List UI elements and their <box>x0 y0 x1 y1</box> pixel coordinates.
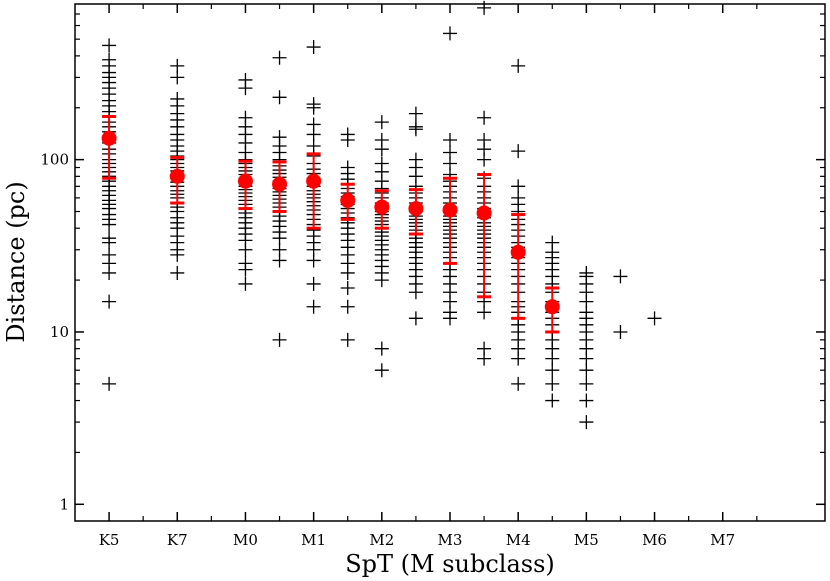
star-point <box>408 152 423 167</box>
star-point <box>170 58 185 73</box>
median-markers <box>101 114 560 334</box>
median-point <box>544 299 560 315</box>
star-point <box>545 393 560 408</box>
y-tick-label: 10 <box>50 323 69 341</box>
star-point <box>170 265 185 280</box>
star-point <box>477 341 492 356</box>
star-point <box>374 115 389 130</box>
x-tick-label: K7 <box>167 531 188 549</box>
star-point <box>102 38 117 53</box>
x-tick-label: M2 <box>369 531 394 549</box>
star-point <box>545 376 560 391</box>
x-tick-label: M0 <box>233 531 258 549</box>
star-point <box>579 393 594 408</box>
x-tick-label: K5 <box>99 531 120 549</box>
star-point <box>477 110 492 125</box>
star-point <box>102 52 117 67</box>
star-point <box>408 119 423 134</box>
star-point <box>613 324 628 339</box>
star-point <box>238 72 253 87</box>
star-point <box>545 235 560 250</box>
star-point <box>374 132 389 147</box>
star-point <box>579 265 594 280</box>
star-point <box>477 0 492 15</box>
star-point <box>374 156 389 171</box>
star-point <box>340 299 355 314</box>
star-point <box>238 276 253 291</box>
star-point <box>408 106 423 121</box>
star-point <box>272 50 287 65</box>
star-point <box>306 117 321 132</box>
median-point <box>510 244 526 260</box>
star-point <box>477 132 492 147</box>
x-tick-label: M1 <box>301 531 326 549</box>
star-point <box>102 294 117 309</box>
y-tick-label: 1 <box>59 495 69 513</box>
star-point <box>306 97 321 112</box>
star-point <box>579 376 594 391</box>
star-point <box>579 415 594 430</box>
median-point <box>340 192 356 208</box>
star-point <box>272 90 287 105</box>
star-point <box>511 179 526 194</box>
star-point <box>272 130 287 145</box>
star-point <box>443 132 457 147</box>
star-point <box>511 58 526 73</box>
star-point <box>272 332 287 347</box>
median-point <box>169 168 185 184</box>
star-point <box>306 276 321 291</box>
star-point <box>374 341 389 356</box>
x-axis-title: SpT (M subclass) <box>345 550 555 578</box>
x-tick-label: M4 <box>506 531 531 549</box>
tick-labels: K5 K7 M0 M1 M2 M3 M4 M5 M6 M7 1 10 100 <box>40 151 735 549</box>
star-point <box>102 247 117 262</box>
star-point <box>238 256 253 271</box>
star-point <box>647 311 662 326</box>
star-point <box>374 363 389 378</box>
median-point <box>272 176 288 192</box>
median-point <box>101 130 117 146</box>
star-point <box>170 91 185 106</box>
star-point <box>102 376 117 391</box>
star-point <box>238 110 253 125</box>
median-point <box>306 173 322 189</box>
star-point <box>340 127 355 142</box>
median-point <box>374 199 390 215</box>
star-point <box>340 160 355 175</box>
star-point <box>306 299 321 314</box>
y-tick-label: 100 <box>40 151 69 169</box>
star-point <box>408 311 423 326</box>
axis-ticks <box>75 4 825 521</box>
star-point <box>102 231 117 246</box>
x-tick-label: M7 <box>710 531 735 549</box>
x-tick-label: M6 <box>642 531 667 549</box>
median-point <box>408 201 424 217</box>
star-point <box>340 332 355 347</box>
star-point <box>443 145 457 160</box>
median-point <box>237 173 253 189</box>
x-tick-label: M3 <box>438 531 463 549</box>
star-point <box>511 144 526 159</box>
star-point <box>443 26 457 41</box>
star-point <box>340 280 355 295</box>
median-point <box>476 205 492 221</box>
median-point <box>442 202 458 218</box>
star-point <box>306 40 321 55</box>
x-tick-label: M5 <box>574 531 599 549</box>
star-point <box>613 269 628 284</box>
star-point <box>511 376 526 391</box>
y-axis-title: Distance (pc) <box>2 181 30 342</box>
